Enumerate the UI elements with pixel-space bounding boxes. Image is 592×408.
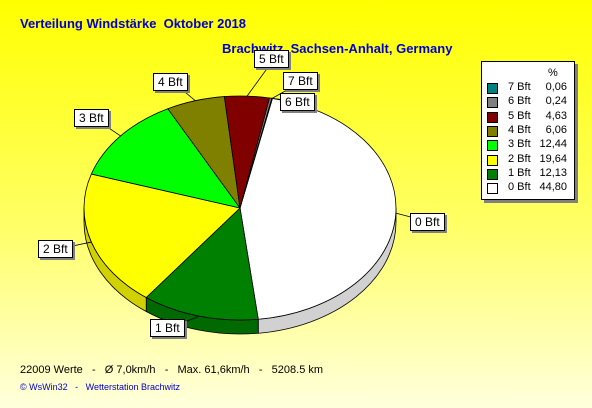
legend: % 7 Bft 0,06 6 Bft 0,24 5 Bft 4,63 4 Bft 6,06 3 … (481, 61, 575, 200)
legend-item: 6 Bft 0,24 (487, 95, 573, 109)
slice-label-1-bft: 1 Bft (150, 319, 185, 337)
legend-label: 2 Bft (508, 152, 531, 165)
legend-label: 0 Bft (508, 181, 531, 194)
pie-slice-0-bft (239, 97, 397, 320)
legend-item: 2 Bft 19,64 (487, 152, 573, 166)
legend-item: 7 Bft 0,06 (487, 81, 573, 94)
legend-label: 6 Bft (508, 95, 531, 108)
slice-label-2-bft: 2 Bft (38, 240, 73, 258)
chart-title: Verteilung Windstärke Oktober 2018 (20, 16, 247, 31)
legend-label: 1 Bft (508, 166, 531, 179)
legend-value: 44,80 (539, 181, 567, 194)
legend-value: 12,44 (539, 138, 567, 151)
legend-item: 4 Bft 6,06 (487, 123, 573, 137)
legend-swatch (487, 168, 498, 180)
legend-label: 7 Bft (508, 81, 531, 93)
legend-swatch (487, 83, 498, 94)
legend-swatch (487, 140, 498, 152)
legend-swatch (487, 125, 498, 137)
legend-value: 0,06 (545, 81, 567, 93)
slice-label-4-bft: 4 Bft (153, 73, 188, 91)
legend-value: 12,13 (539, 166, 567, 179)
legend-swatch (487, 111, 498, 123)
footer-credit: © WsWin32 - Wetterstation Brachwitz (20, 382, 181, 392)
slice-label-6-bft: 6 Bft (280, 93, 315, 111)
legend-label: 3 Bft (508, 138, 531, 151)
slice-label-3-bft: 3 Bft (74, 109, 109, 127)
legend-swatch (487, 154, 498, 166)
legend-label: 5 Bft (508, 109, 531, 122)
slice-label-0-bft: 0 Bft (410, 213, 445, 231)
legend-label: 4 Bft (508, 123, 531, 136)
legend-item: 3 Bft 12,44 (487, 138, 573, 152)
legend-unit: % (548, 67, 558, 79)
legend-value: 6,06 (545, 123, 567, 136)
legend-item: 5 Bft 4,63 (487, 109, 573, 123)
legend-swatch (487, 183, 498, 195)
legend-item: 1 Bft 12,13 (487, 166, 573, 180)
pie-slices (83, 95, 397, 321)
slice-label-5-bft: 5 Bft (254, 50, 289, 68)
legend-swatch (487, 97, 498, 109)
pie-slice-2-bft (83, 173, 241, 298)
pie-slice-3-bft (90, 108, 241, 209)
legend-item: 0 Bft 44,80 (487, 181, 573, 195)
legend-value: 4,63 (545, 109, 567, 122)
slice-label-7-bft: 7 Bft (283, 72, 318, 90)
footer-stats: 22009 Werte - Ø 7,0km/h - Max. 61,6km/h … (20, 364, 324, 376)
legend-value: 19,64 (539, 152, 567, 165)
legend-value: 0,24 (545, 95, 567, 108)
